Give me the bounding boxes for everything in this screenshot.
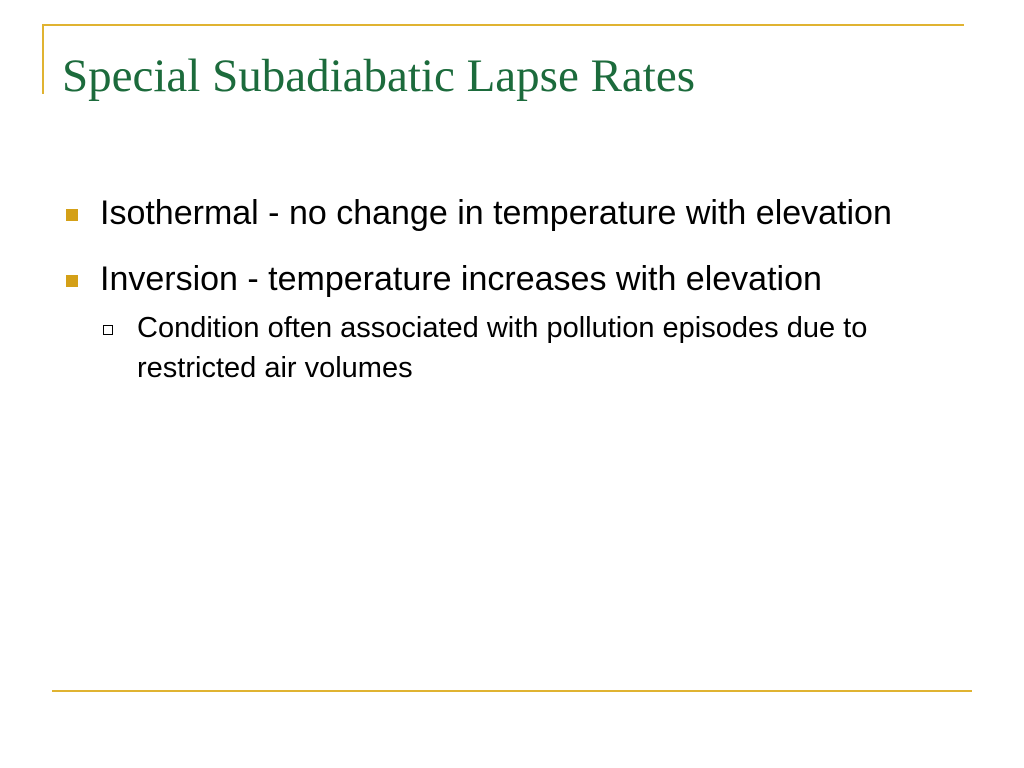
square-bullet-icon (66, 275, 78, 287)
square-bullet-icon (66, 209, 78, 221)
top-rule (42, 24, 964, 26)
bottom-rule (52, 690, 972, 692)
bullet-list: Isothermal - no change in temperature wi… (64, 190, 964, 408)
subbullet-list: Condition often associated with pollutio… (100, 308, 964, 388)
bullet-item-isothermal: Isothermal - no change in temperature wi… (64, 190, 964, 236)
subbullet-item-pollution: Condition often associated with pollutio… (100, 308, 964, 388)
left-rule (42, 24, 44, 94)
bullet-text: Isothermal - no change in temperature wi… (100, 194, 892, 232)
slide-title: Special Subadiabatic Lapse Rates (62, 50, 695, 102)
hollow-square-bullet-icon (103, 325, 113, 335)
bullet-text: Inversion - temperature increases with e… (100, 260, 822, 298)
subbullet-text: Condition often associated with pollutio… (137, 312, 868, 384)
bullet-item-inversion: Inversion - temperature increases with e… (64, 256, 964, 388)
